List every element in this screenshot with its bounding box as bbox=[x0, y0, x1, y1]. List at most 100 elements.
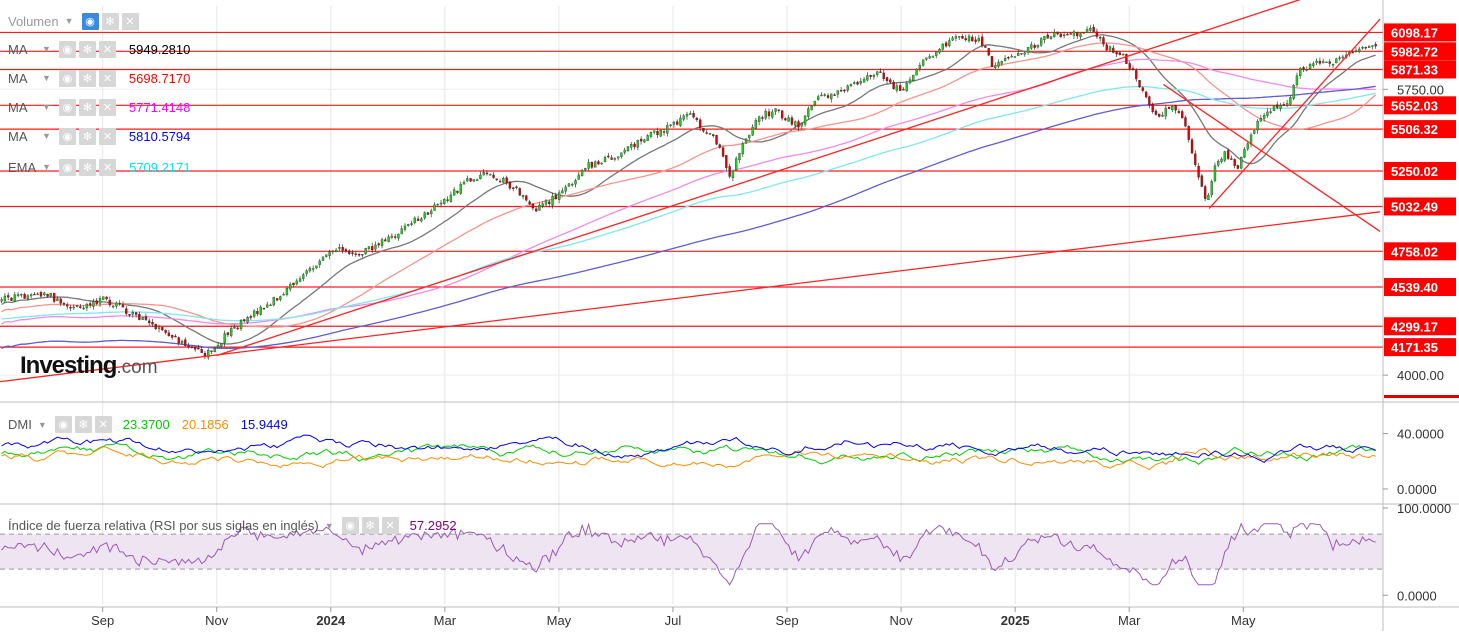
gear-icon[interactable]: ✻ bbox=[101, 12, 119, 30]
chevron-down-icon[interactable]: ▼ bbox=[42, 44, 51, 54]
candlestick bbox=[502, 177, 505, 183]
candlestick bbox=[1085, 29, 1089, 33]
candlestick bbox=[971, 36, 974, 42]
candlestick bbox=[757, 116, 761, 122]
candlestick bbox=[810, 105, 813, 111]
close-icon[interactable]: ✕ bbox=[381, 517, 399, 534]
candlestick bbox=[1102, 37, 1105, 45]
gear-icon[interactable]: ✻ bbox=[79, 158, 97, 176]
candlestick bbox=[1213, 165, 1217, 182]
chevron-down-icon[interactable]: ▼ bbox=[42, 102, 51, 112]
legend-row-ma200[interactable]: MA ▼ ◉ ✻ ✕ 5810.5794 bbox=[8, 127, 190, 145]
close-icon[interactable]: ✕ bbox=[99, 158, 117, 176]
legend-row-ma100[interactable]: MA ▼ ◉ ✻ ✕ 5771.4148 bbox=[8, 98, 190, 116]
candlestick bbox=[856, 82, 859, 85]
candlestick bbox=[777, 109, 780, 111]
gear-icon[interactable]: ✻ bbox=[78, 40, 96, 58]
close-icon[interactable]: ✕ bbox=[98, 69, 116, 87]
legend-row-ma20[interactable]: MA ▼ ◉ ✻ ✕ 5949.2810 bbox=[8, 40, 190, 58]
candlestick bbox=[882, 72, 885, 80]
price-label-box bbox=[1384, 338, 1456, 357]
eye-icon[interactable]: ◉ bbox=[341, 517, 359, 534]
candlestick bbox=[833, 94, 836, 96]
candlestick bbox=[16, 294, 20, 296]
legend-row-volume[interactable]: Volumen ▼ ◉ ✻ ✕ bbox=[8, 12, 142, 30]
candlestick bbox=[580, 170, 584, 176]
candlestick bbox=[377, 243, 380, 246]
gear-icon[interactable]: ✻ bbox=[361, 517, 379, 534]
support-resistance-lines bbox=[0, 31, 1383, 348]
candlestick bbox=[108, 299, 112, 306]
candlestick bbox=[1017, 52, 1020, 56]
candlestick bbox=[1089, 27, 1092, 31]
gear-icon[interactable]: ✻ bbox=[74, 416, 92, 433]
candlestick bbox=[134, 312, 138, 315]
eye-icon[interactable]: ◉ bbox=[58, 40, 76, 58]
dmi-axis-label: 40.0000 bbox=[1397, 427, 1444, 442]
chevron-down-icon[interactable]: ▼ bbox=[42, 162, 52, 172]
close-icon[interactable]: ✕ bbox=[98, 98, 116, 116]
candlestick bbox=[1269, 111, 1272, 113]
candlestick bbox=[813, 100, 817, 105]
candlestick bbox=[154, 323, 157, 330]
eye-icon[interactable]: ◉ bbox=[58, 98, 76, 116]
gear-icon[interactable]: ✻ bbox=[78, 98, 96, 116]
candlestick bbox=[223, 333, 226, 344]
time-label: Mar bbox=[1118, 613, 1141, 628]
candlestick bbox=[879, 71, 882, 73]
candlestick bbox=[1177, 111, 1181, 113]
time-label: May bbox=[547, 613, 572, 628]
candlestick bbox=[620, 152, 623, 157]
candlestick bbox=[407, 224, 410, 226]
candlestick bbox=[885, 77, 889, 81]
candlestick bbox=[1056, 31, 1059, 35]
candlestick bbox=[361, 254, 364, 256]
chevron-down-icon[interactable]: ▼ bbox=[64, 16, 74, 26]
candlesticks bbox=[0, 24, 1377, 360]
legend-row-dmi[interactable]: DMI ▼ ◉ ✻ ✕ 23.3700 20.1856 15.9449 bbox=[8, 416, 288, 433]
eye-icon[interactable]: ◉ bbox=[59, 158, 77, 176]
gear-icon[interactable]: ✻ bbox=[78, 127, 96, 145]
candlestick bbox=[958, 36, 961, 38]
candlestick bbox=[180, 341, 184, 344]
candlestick bbox=[23, 294, 26, 299]
candlestick bbox=[577, 174, 580, 180]
candlestick bbox=[1128, 63, 1131, 69]
eye-icon[interactable]: ◉ bbox=[54, 416, 72, 433]
logo-text: Investing bbox=[20, 352, 117, 379]
chevron-down-icon[interactable]: ▼ bbox=[42, 73, 51, 83]
legend-row-ma50[interactable]: MA ▼ ◉ ✻ ✕ 5698.7170 bbox=[8, 69, 190, 87]
legend-row-rsi[interactable]: Índice de fuerza relativa (RSI por sus s… bbox=[8, 517, 457, 534]
close-icon[interactable]: ✕ bbox=[98, 40, 116, 58]
chevron-down-icon[interactable]: ▼ bbox=[42, 131, 51, 141]
price-label: 5506.32 bbox=[1391, 122, 1438, 137]
candlestick bbox=[974, 39, 977, 42]
candlestick bbox=[400, 228, 403, 235]
candlestick bbox=[954, 36, 958, 39]
candlestick bbox=[685, 114, 689, 117]
candlestick bbox=[1262, 115, 1266, 119]
candlestick bbox=[344, 249, 348, 251]
chevron-down-icon[interactable]: ▼ bbox=[324, 520, 334, 531]
gear-icon[interactable]: ✻ bbox=[78, 69, 96, 87]
candlestick bbox=[13, 294, 16, 302]
candlestick bbox=[682, 115, 685, 120]
candlestick bbox=[1062, 34, 1066, 37]
close-icon[interactable]: ✕ bbox=[94, 416, 112, 433]
candlestick bbox=[662, 131, 666, 133]
eye-icon[interactable]: ◉ bbox=[81, 12, 99, 30]
candlestick bbox=[1049, 36, 1053, 39]
price-scale-marker bbox=[1384, 395, 1459, 398]
close-icon[interactable]: ✕ bbox=[98, 127, 116, 145]
eye-icon[interactable]: ◉ bbox=[58, 127, 76, 145]
chevron-down-icon[interactable]: ▼ bbox=[37, 419, 47, 430]
legend-ema-value: 5709.2171 bbox=[129, 159, 191, 175]
legend-row-ema[interactable]: EMA ▼ ◉ ✻ ✕ 5709.2171 bbox=[8, 158, 191, 176]
legend-rsi-value: 57.2952 bbox=[409, 518, 457, 533]
close-icon[interactable]: ✕ bbox=[121, 12, 139, 30]
candlestick bbox=[830, 93, 833, 100]
time-label: May bbox=[1231, 613, 1256, 628]
eye-icon[interactable]: ◉ bbox=[58, 69, 76, 87]
